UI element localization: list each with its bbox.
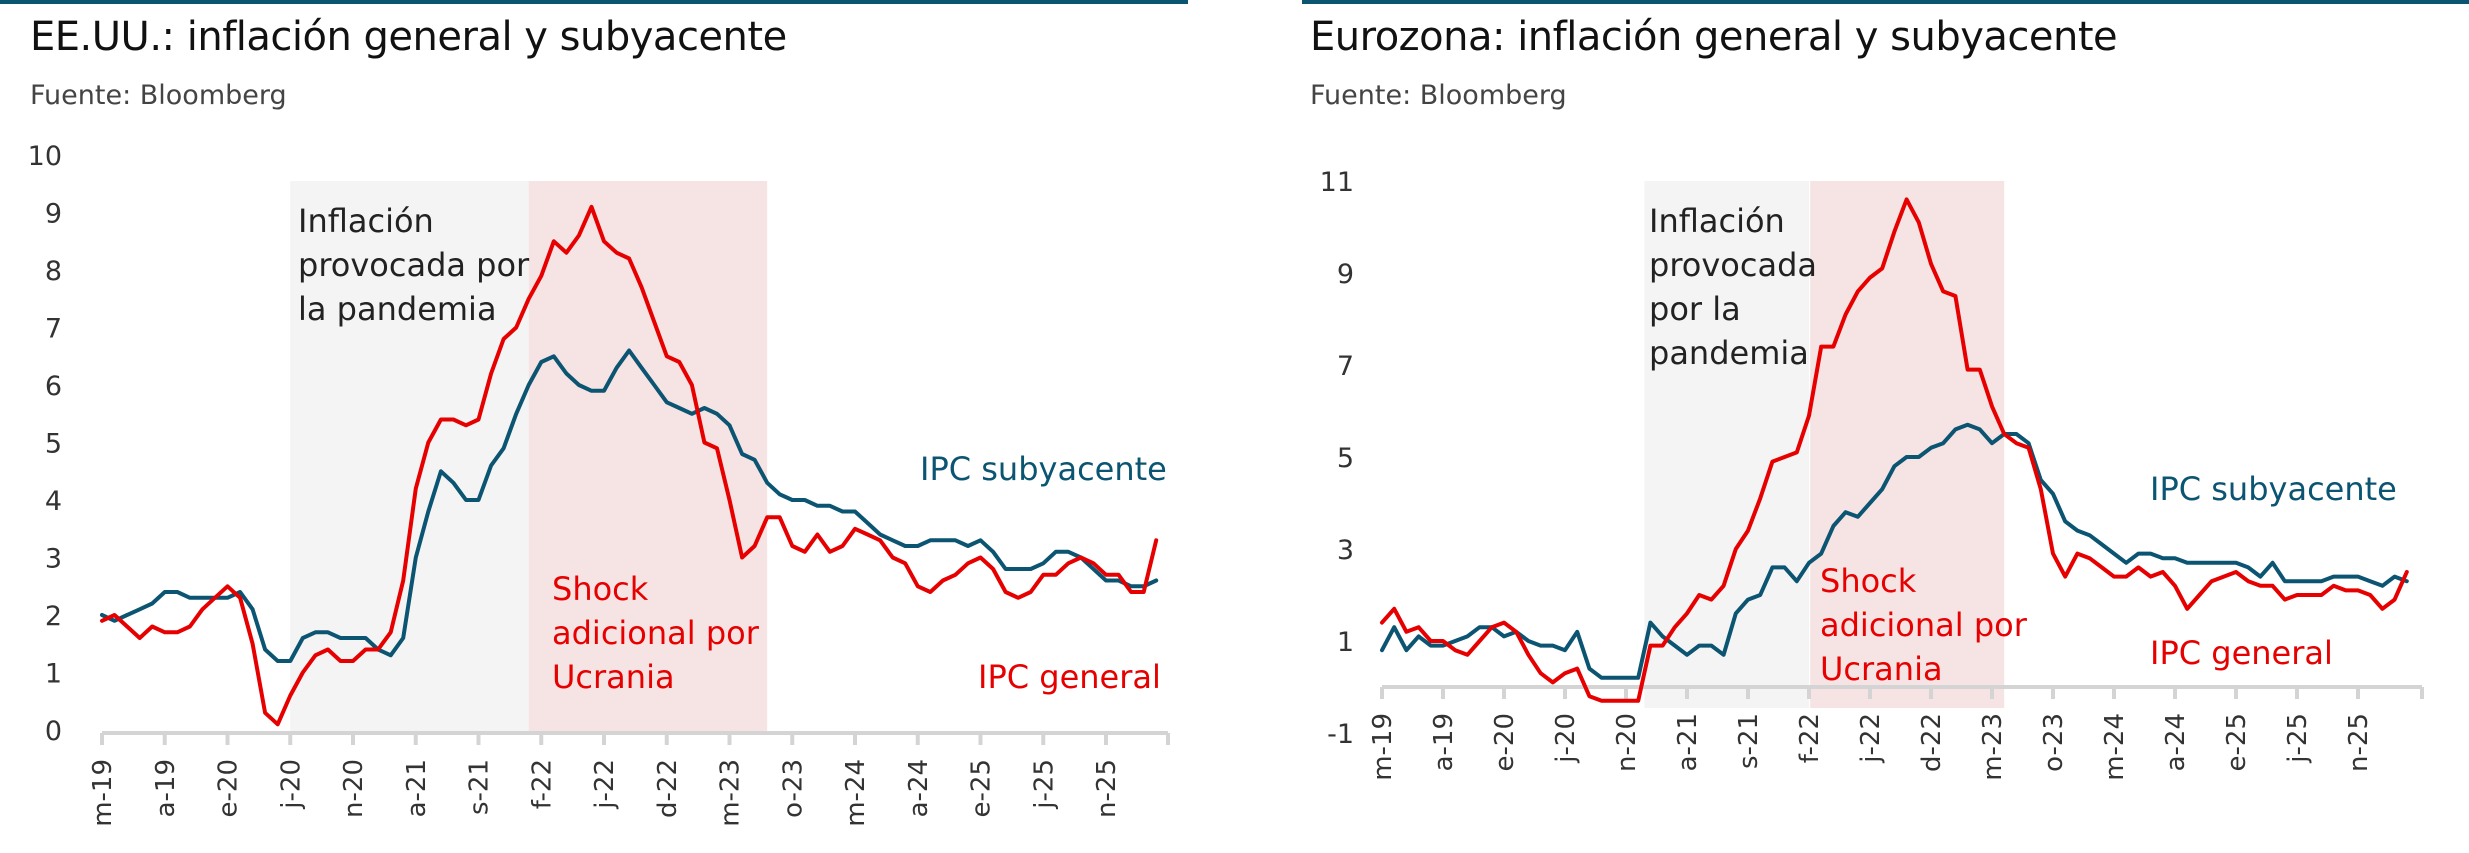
ez-x-tick-label: j-20 bbox=[1551, 713, 1581, 764]
us-y-tick-label: 4 bbox=[45, 486, 62, 517]
ez-x-tick-label: d-22 bbox=[1917, 713, 1947, 772]
ez-headline-cpi-line bbox=[1380, 197, 2409, 703]
ez-chart-panel: Eurozona: inflación general y subyacente… bbox=[1302, 0, 2469, 853]
us-y-tick-label: 6 bbox=[45, 371, 62, 402]
us-accent-bar bbox=[0, 0, 1188, 4]
ez-x-tick-label: m-24 bbox=[2100, 713, 2130, 781]
ez-x-tick-label: m-23 bbox=[1978, 713, 2008, 781]
us-ukraine-label: Shock adicional por Ucrania bbox=[552, 570, 760, 696]
us-pandemic-band bbox=[290, 181, 529, 733]
ez-ukraine-band bbox=[1810, 181, 2005, 708]
us-y-tick-label: 9 bbox=[45, 199, 62, 230]
ez-y-tick-label: 9 bbox=[1337, 259, 1354, 290]
us-core-cpi-line bbox=[100, 348, 1159, 663]
us-chart-plot: Inflación provocada por la pandemia Shock ad… bbox=[28, 141, 1170, 827]
us-x-tick-label: e-25 bbox=[967, 759, 997, 817]
ez-y-tick-label: 7 bbox=[1337, 351, 1354, 382]
us-y-tick-label: 0 bbox=[45, 716, 62, 747]
us-x-tick-label: n-20 bbox=[339, 759, 369, 818]
us-pandemic-label: Inflación provocada por la pandemia bbox=[298, 202, 530, 328]
ez-accent-bar bbox=[1302, 0, 2469, 4]
us-y-tick-label: 1 bbox=[45, 659, 62, 690]
us-y-tick-label: 5 bbox=[45, 429, 62, 460]
us-y-tick-label: 7 bbox=[45, 314, 62, 345]
us-x-tick-label: m-19 bbox=[88, 759, 118, 827]
us-chart-panel: EE.UU.: inflación general y subyacente F… bbox=[0, 0, 1190, 853]
ez-x-tick-label: f-22 bbox=[1795, 713, 1825, 763]
ez-ukraine-label: Shock adicional por Ucrania bbox=[1820, 562, 2028, 688]
ez-x-tick-label: s-21 bbox=[1734, 713, 1764, 769]
us-x-tick-label: e-20 bbox=[214, 759, 244, 817]
us-chart-title: EE.UU.: inflación general y subyacente bbox=[30, 14, 787, 60]
us-x-tick-label: j-22 bbox=[590, 759, 620, 810]
us-x-tick-label: a-21 bbox=[402, 759, 432, 817]
ez-x-tick-label: j-22 bbox=[1856, 713, 1886, 764]
ez-chart-source: Fuente: Bloomberg bbox=[1310, 80, 1567, 111]
us-x-tick-label: f-22 bbox=[527, 759, 557, 809]
ez-x-tick-label: e-25 bbox=[2222, 713, 2252, 771]
us-x-tick-label: a-24 bbox=[904, 759, 934, 817]
ez-x-tick-label: j-25 bbox=[2283, 713, 2313, 764]
ez-x-tick-label: o-23 bbox=[2039, 713, 2069, 772]
ez-x-tick-label: n-20 bbox=[1612, 713, 1642, 772]
us-x-tick-label: j-25 bbox=[1029, 759, 1059, 810]
ez-x-tick-label: e-20 bbox=[1490, 713, 1520, 771]
us-x-tick-label: o-23 bbox=[778, 759, 808, 818]
ez-x-tick-label: a-21 bbox=[1673, 713, 1703, 771]
us-x-tick-label: m-24 bbox=[841, 759, 871, 827]
ez-pandemic-band bbox=[1644, 181, 1809, 708]
us-headline-cpi-label: IPC general bbox=[978, 658, 1161, 696]
us-y-tick-label: 8 bbox=[45, 256, 62, 287]
us-y-tick-label: 3 bbox=[45, 544, 62, 575]
ez-core-cpi-line bbox=[1380, 422, 2409, 680]
us-chart-source: Fuente: Bloomberg bbox=[30, 80, 287, 111]
us-x-tick-label: d-22 bbox=[653, 759, 683, 818]
ez-y-tick-label: 11 bbox=[1320, 167, 1354, 198]
us-x-tick-label: a-19 bbox=[151, 759, 181, 817]
us-headline-cpi-line bbox=[100, 204, 1159, 727]
ez-x-tick-label: a-24 bbox=[2161, 713, 2191, 771]
ez-headline-cpi-label: IPC general bbox=[2150, 634, 2333, 672]
us-x-tick-label: n-25 bbox=[1092, 759, 1122, 818]
us-y-tick-label: 2 bbox=[45, 601, 62, 632]
us-core-cpi-label: IPC subyacente bbox=[920, 450, 1167, 488]
ez-y-tick-label: 1 bbox=[1337, 627, 1354, 658]
ez-y-tick-label: -1 bbox=[1327, 719, 1354, 750]
us-y-tick-label: 10 bbox=[28, 141, 62, 172]
us-ukraine-band bbox=[528, 181, 768, 733]
ez-y-tick-label: 5 bbox=[1337, 443, 1354, 474]
ez-chart-title: Eurozona: inflación general y subyacente bbox=[1310, 14, 2118, 60]
us-x-tick-label: j-20 bbox=[276, 759, 306, 810]
ez-x-tick-label: m-19 bbox=[1368, 713, 1398, 781]
ez-x-tick-label: a-19 bbox=[1429, 713, 1459, 771]
us-x-tick-label: s-21 bbox=[465, 759, 495, 815]
ez-core-cpi-label: IPC subyacente bbox=[2150, 470, 2397, 508]
ez-y-tick-label: 3 bbox=[1337, 535, 1354, 566]
us-x-tick-label: m-23 bbox=[716, 759, 746, 827]
ez-chart-plot: Inflación provocada por la pandemia Shock adi… bbox=[1320, 167, 2424, 781]
ez-pandemic-label: Inflación provocada por la pandemia bbox=[1649, 202, 1817, 372]
ez-x-tick-label: n-25 bbox=[2344, 713, 2374, 772]
